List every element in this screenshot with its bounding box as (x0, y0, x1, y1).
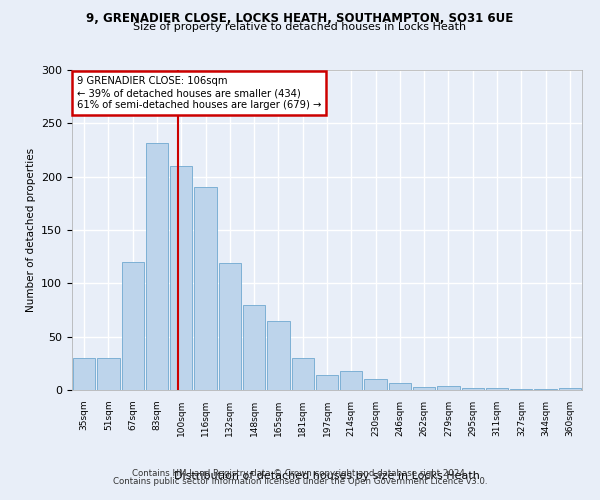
Bar (364, 380, 387, 390)
Bar (122, 262, 144, 390)
Bar (389, 382, 411, 390)
Text: Contains HM Land Registry data © Crown copyright and database right 2024.: Contains HM Land Registry data © Crown c… (132, 468, 468, 477)
Bar (146, 142, 168, 390)
Bar (292, 358, 314, 390)
Text: Contains public sector information licensed under the Open Government Licence v3: Contains public sector information licen… (113, 477, 487, 486)
Bar (437, 386, 460, 390)
Bar (316, 375, 338, 390)
Text: 9 GRENADIER CLOSE: 106sqm
← 39% of detached houses are smaller (434)
61% of semi: 9 GRENADIER CLOSE: 106sqm ← 39% of detac… (77, 76, 322, 110)
Bar (413, 387, 436, 390)
Bar (461, 388, 484, 390)
Bar (73, 358, 95, 390)
Bar (486, 388, 508, 390)
Bar (97, 358, 119, 390)
Bar (535, 389, 557, 390)
Bar (340, 371, 362, 390)
X-axis label: Distribution of detached houses by size in Locks Heath: Distribution of detached houses by size … (174, 471, 480, 481)
Bar (218, 263, 241, 390)
Bar (510, 389, 532, 390)
Text: Size of property relative to detached houses in Locks Heath: Size of property relative to detached ho… (133, 22, 467, 32)
Bar (243, 304, 265, 390)
Bar (194, 188, 217, 390)
Bar (170, 166, 193, 390)
Y-axis label: Number of detached properties: Number of detached properties (26, 148, 35, 312)
Bar (559, 388, 581, 390)
Bar (267, 320, 290, 390)
Text: 9, GRENADIER CLOSE, LOCKS HEATH, SOUTHAMPTON, SO31 6UE: 9, GRENADIER CLOSE, LOCKS HEATH, SOUTHAM… (86, 12, 514, 26)
